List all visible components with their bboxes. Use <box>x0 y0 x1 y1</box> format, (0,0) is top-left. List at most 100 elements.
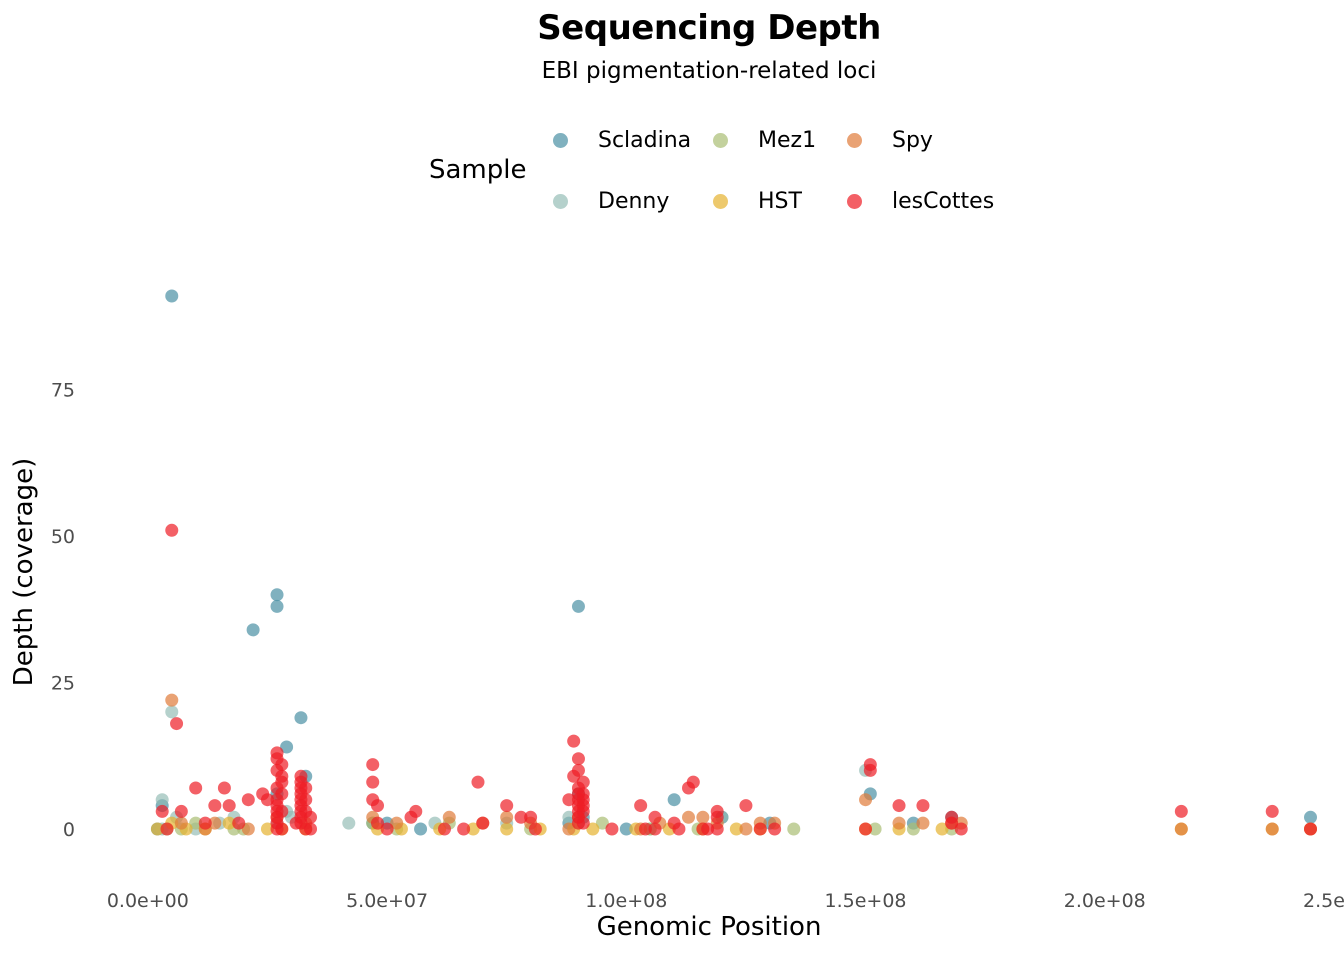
x-tick-label: 1.0e+08 <box>585 890 667 912</box>
data-point-hst <box>586 822 600 836</box>
data-point-lescottes <box>174 804 188 818</box>
data-point-lescottes <box>371 816 385 830</box>
data-point-lescottes <box>260 793 274 807</box>
series-lescottes <box>155 523 1318 836</box>
data-point-spy <box>208 816 222 830</box>
data-point-lescottes <box>524 810 538 824</box>
data-point-spy <box>859 793 873 807</box>
data-point-denny <box>155 793 169 807</box>
data-point-denny <box>342 816 356 830</box>
data-point-hst <box>729 822 743 836</box>
data-point-lescottes <box>945 816 959 830</box>
data-point-lescottes <box>863 763 877 777</box>
data-point-lescottes <box>275 822 289 836</box>
data-point-mez1 <box>189 816 203 830</box>
data-point-spy <box>696 810 710 824</box>
data-point-spy <box>241 822 255 836</box>
data-point-spy <box>739 822 753 836</box>
data-point-lescottes <box>701 822 715 836</box>
data-point-scladina <box>280 740 294 754</box>
data-point-lescottes <box>500 799 514 813</box>
data-point-scladina <box>270 599 284 613</box>
legend-key-lescottes <box>847 193 862 209</box>
series-denny <box>155 705 873 836</box>
data-point-scladina <box>571 599 585 613</box>
data-point-lescottes <box>954 822 968 836</box>
data-point-lescottes <box>222 799 236 813</box>
data-point-lescottes <box>916 799 930 813</box>
data-point-lescottes <box>562 793 576 807</box>
legend-key-mez1 <box>713 132 728 148</box>
data-point-hst <box>466 822 480 836</box>
legend-label-scladina: Scladina <box>598 127 692 153</box>
data-point-lescottes <box>648 822 662 836</box>
data-point-hst <box>150 822 164 836</box>
y-tick-label: 75 <box>51 380 75 402</box>
data-point-spy <box>174 816 188 830</box>
x-tick-label: 2.5e+08 <box>1303 890 1344 912</box>
data-point-lescottes <box>476 816 490 830</box>
data-point-denny <box>165 705 179 719</box>
legend-item-denny: Denny <box>553 186 669 216</box>
data-point-spy <box>892 816 906 830</box>
legend-label-denny: Denny <box>598 188 670 214</box>
chart-title: Sequencing Depth <box>537 8 881 48</box>
data-point-lescottes <box>275 787 289 801</box>
data-point-lescottes <box>576 816 590 830</box>
data-point-lescottes <box>155 804 169 818</box>
data-point-lescottes <box>160 822 174 836</box>
data-point-lescottes <box>366 775 380 789</box>
data-point-lescottes <box>634 799 648 813</box>
data-point-lescottes <box>275 804 289 818</box>
y-axis-title: Depth (coverage) <box>9 457 39 687</box>
legend-key-denny <box>553 193 568 209</box>
x-tick-label: 5.0e+07 <box>346 890 428 912</box>
data-point-hst <box>500 822 514 836</box>
series-spy <box>165 693 1318 836</box>
x-tick-label: 1.5e+08 <box>825 890 907 912</box>
data-point-lescottes <box>304 810 318 824</box>
data-point-lescottes <box>739 799 753 813</box>
data-point-lescottes <box>304 822 318 836</box>
data-point-hst <box>935 822 949 836</box>
x-axis-title: Genomic Position <box>596 912 822 942</box>
data-point-lescottes <box>232 816 246 830</box>
data-point-lescottes <box>686 775 700 789</box>
data-point-spy <box>682 810 696 824</box>
data-point-lescottes <box>371 799 385 813</box>
legend-key-scladina <box>553 132 568 148</box>
data-point-scladina <box>294 711 308 725</box>
data-point-lescottes <box>672 822 686 836</box>
data-point-lescottes <box>457 822 471 836</box>
data-point-spy <box>1174 822 1188 836</box>
data-point-lescottes <box>892 799 906 813</box>
data-point-scladina <box>165 289 179 303</box>
data-point-lescottes <box>241 793 255 807</box>
data-point-lescottes <box>437 822 451 836</box>
data-point-scladina <box>1304 810 1318 824</box>
data-point-lescottes <box>1265 804 1279 818</box>
data-point-spy <box>1265 822 1279 836</box>
data-point-lescottes <box>514 810 528 824</box>
series-hst <box>150 816 1318 836</box>
data-point-lescottes <box>571 763 585 777</box>
data-point-denny <box>562 810 576 824</box>
data-point-lescottes <box>189 781 203 795</box>
legend-item-mez1: Mez1 <box>713 125 816 155</box>
data-point-lescottes <box>165 523 179 537</box>
data-point-lescottes <box>299 793 313 807</box>
legend-label-spy: Spy <box>892 127 933 153</box>
data-point-hst <box>260 822 274 836</box>
legend-item-spy: Spy <box>847 125 933 155</box>
data-point-lescottes <box>571 752 585 766</box>
data-point-scladina <box>246 623 260 637</box>
data-point-lescottes <box>275 758 289 772</box>
legend-label-lescottes: lesCottes <box>892 188 995 214</box>
legend-item-hst: HST <box>713 186 802 216</box>
data-point-lescottes <box>275 775 289 789</box>
data-point-lescottes <box>409 804 423 818</box>
legend-item-scladina: Scladina <box>553 125 691 155</box>
data-point-spy <box>390 816 404 830</box>
